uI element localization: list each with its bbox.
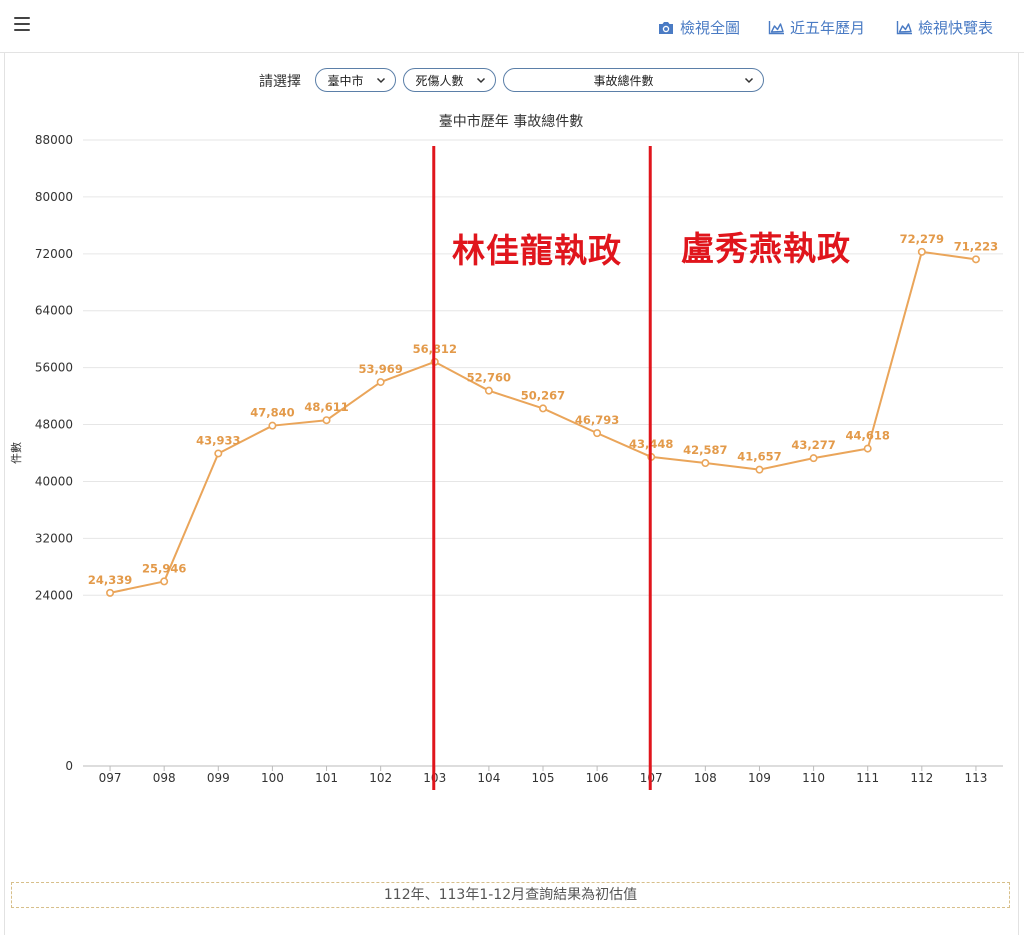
data-point — [484, 386, 493, 395]
x-tick-label: 109 — [748, 771, 771, 785]
data-point — [971, 255, 980, 264]
y-tick-label: 40000 — [35, 474, 73, 488]
x-tick-label: 105 — [532, 771, 555, 785]
data-point — [538, 404, 547, 413]
data-label: 25,946 — [142, 561, 186, 575]
data-label: 48,611 — [304, 400, 348, 414]
data-point — [106, 588, 115, 597]
data-label: 41,657 — [737, 450, 781, 464]
x-tick-label: 099 — [207, 771, 230, 785]
x-tick-label: 111 — [856, 771, 879, 785]
x-tick-label: 100 — [261, 771, 284, 785]
type-select-value: 事故總件數 — [593, 73, 654, 88]
top-bar: 檢視全圖 近五年歷月 檢視快覽表 — [0, 0, 1024, 53]
data-label: 43,933 — [196, 433, 240, 447]
y-tick-label: 32000 — [35, 531, 73, 545]
nav-view-full-chart[interactable]: 檢視全圖 — [657, 17, 740, 38]
selector-row: 請選擇 臺中市 死傷人數 事故總件數 — [0, 68, 1024, 94]
y-tick-label: 64000 — [35, 304, 73, 318]
x-tick-label: 102 — [369, 771, 392, 785]
nav-label: 近五年歷月 — [790, 19, 866, 37]
data-point — [755, 465, 764, 474]
y-tick-label: 0 — [65, 759, 73, 773]
camera-icon — [659, 21, 673, 34]
y-tick-label: 80000 — [35, 190, 73, 204]
type-select[interactable]: 事故總件數 — [503, 68, 764, 92]
data-label: 72,279 — [900, 232, 944, 246]
x-tick-label: 101 — [315, 771, 338, 785]
data-label: 71,223 — [954, 239, 998, 253]
data-point — [809, 454, 818, 463]
data-point — [322, 416, 331, 425]
y-tick-label: 88000 — [35, 133, 73, 147]
data-point — [214, 449, 223, 458]
y-tick-label: 56000 — [35, 361, 73, 375]
y-tick-label: 48000 — [35, 418, 73, 432]
x-tick-label: 113 — [964, 771, 987, 785]
data-point — [701, 459, 710, 468]
page-frame — [4, 4, 1019, 935]
x-tick-label: 098 — [153, 771, 176, 785]
metric-select-value: 死傷人數 — [415, 73, 464, 88]
chevron-down-icon — [476, 77, 486, 84]
chart-container: 臺中市歷年 事故總件數 件數 0 24000 32000 40000 48000 5600… — [0, 100, 1024, 840]
annotation-label: 林佳龍執政 — [452, 231, 622, 270]
y-tick-label: 24000 — [35, 588, 73, 602]
chart-title: 臺中市歷年 事故總件數 — [439, 113, 583, 130]
data-point — [376, 378, 385, 387]
x-tick-label: 108 — [694, 771, 717, 785]
data-label: 46,793 — [575, 413, 619, 427]
x-tick-label: 097 — [99, 771, 122, 785]
data-label: 50,267 — [521, 388, 565, 402]
data-point — [593, 429, 602, 438]
annotation-label: 盧秀燕執政 — [681, 229, 851, 268]
data-label: 52,760 — [467, 371, 511, 385]
city-select[interactable]: 臺中市 — [315, 68, 396, 92]
footnote: 112年、113年1-12月查詢結果為初估值 — [11, 882, 1010, 908]
line-chart: 臺中市歷年 事故總件數 件數 0 24000 32000 40000 48000 5600… — [10, 113, 1003, 790]
hamburger-menu-icon[interactable] — [14, 17, 30, 31]
nav-five-year-monthly[interactable]: 近五年歷月 — [768, 17, 865, 38]
y-tick-label: 72000 — [35, 247, 73, 261]
data-point — [268, 421, 277, 430]
area-chart-icon — [768, 21, 784, 35]
nav-label: 檢視快覽表 — [918, 19, 994, 37]
y-axis-label: 件數 — [10, 442, 23, 464]
chevron-down-icon — [744, 77, 754, 84]
data-point — [917, 247, 926, 256]
x-tick-label: 106 — [586, 771, 609, 785]
data-point — [863, 444, 872, 453]
series-line — [109, 250, 977, 594]
area-chart-icon — [896, 21, 912, 35]
x-tick-label: 110 — [802, 771, 825, 785]
x-tick-label: 104 — [477, 771, 500, 785]
city-select-value: 臺中市 — [327, 73, 364, 88]
data-label: 42,587 — [683, 443, 727, 457]
x-tick-label: 112 — [910, 771, 933, 785]
nav-quick-table[interactable]: 檢視快覽表 — [896, 17, 993, 38]
metric-select[interactable]: 死傷人數 — [403, 68, 496, 92]
selector-label: 請選擇 — [259, 74, 301, 90]
data-label: 47,840 — [250, 406, 294, 420]
data-label: 24,339 — [88, 573, 132, 587]
nav-label: 檢視全圖 — [680, 19, 741, 37]
data-label: 53,969 — [358, 362, 402, 376]
data-point — [160, 577, 169, 586]
data-label: 43,277 — [791, 438, 835, 452]
data-label: 44,618 — [846, 429, 890, 443]
chevron-down-icon — [376, 77, 386, 84]
